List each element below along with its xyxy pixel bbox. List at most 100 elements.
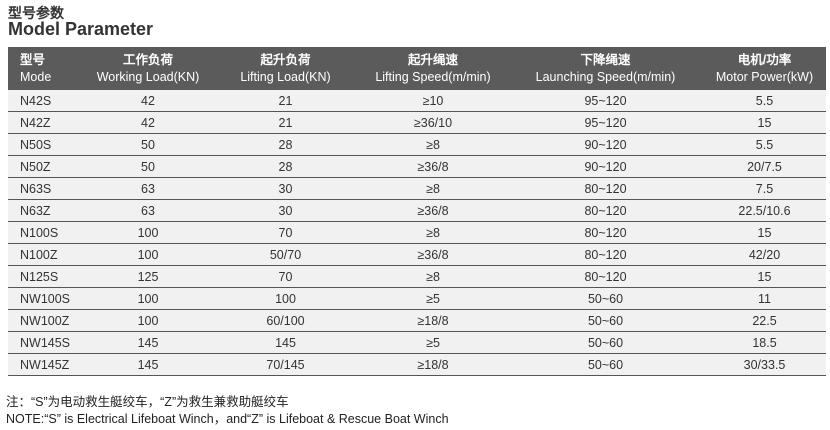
table-cell: 22.5/10.6 <box>703 199 826 222</box>
table-cell: NW145Z <box>8 353 83 376</box>
table-cell: 22.5 <box>703 309 826 332</box>
header-en: Mode <box>20 69 52 84</box>
table-cell: 21 <box>213 90 358 112</box>
table-cell: 11 <box>703 287 826 310</box>
table-cell: 70 <box>213 221 358 244</box>
table-cell: 50/70 <box>213 243 358 266</box>
table-cell: N50Z <box>8 155 83 178</box>
table-cell: NW145S <box>8 331 83 354</box>
table-cell: 100 <box>83 243 213 266</box>
column-header: 起升绳速 Lifting Speed(m/min) <box>358 47 508 90</box>
table-cell: 95~120 <box>508 111 703 134</box>
table-cell: 7.5 <box>703 177 826 200</box>
table-cell: 80~120 <box>508 221 703 244</box>
table-row: N63Z 63 30 ≥36/8 80~120 22.5/10.6 <box>8 199 826 222</box>
table-cell: 30 <box>213 199 358 222</box>
table-cell: 95~120 <box>508 90 703 112</box>
table-cell: ≥10 <box>358 90 508 112</box>
table-cell: 100 <box>83 309 213 332</box>
table-cell: 15 <box>703 221 826 244</box>
table-row: N50S 50 28 ≥8 90~120 5.5 <box>8 133 826 156</box>
table-row: NW100S 100 100 ≥5 50~60 11 <box>8 287 826 310</box>
table-cell: ≥5 <box>358 331 508 354</box>
header-zh: 下降绳速 <box>580 52 631 67</box>
table-cell: 15 <box>703 111 826 134</box>
table-cell: 50~60 <box>508 353 703 376</box>
table-cell: ≥36/8 <box>358 243 508 266</box>
table-cell: 28 <box>213 155 358 178</box>
header-zh: 起升绳速 <box>407 52 458 67</box>
note-zh: 注：“S”为电动救生艇绞车，“Z”为救生兼救助艇绞车 <box>6 395 289 409</box>
table-cell: 90~120 <box>508 155 703 178</box>
table-cell: 5.5 <box>703 90 826 112</box>
table-row: N125S 125 70 ≥8 80~120 15 <box>8 265 826 288</box>
table-cell: 42 <box>83 90 213 112</box>
table-row: N42Z 42 21 ≥36/10 95~120 15 <box>8 111 826 134</box>
table-cell: 145 <box>83 353 213 376</box>
table-cell: 125 <box>83 265 213 288</box>
table-cell: ≥18/8 <box>358 353 508 376</box>
table-cell: N125S <box>8 265 83 288</box>
note-en: NOTE:“S” is Electrical Lifeboat Winch，an… <box>6 412 449 426</box>
header-en: Launching Speed(m/min) <box>535 69 676 84</box>
table-cell: N50S <box>8 133 83 156</box>
table-cell: 50 <box>83 133 213 156</box>
table-cell: 80~120 <box>508 265 703 288</box>
table-cell: 18.5 <box>703 331 826 354</box>
table-cell: ≥8 <box>358 221 508 244</box>
table-cell: ≥5 <box>358 287 508 310</box>
table-cell: 63 <box>83 199 213 222</box>
table-cell: 100 <box>213 287 358 310</box>
header-en: Lifting Speed(m/min) <box>375 69 491 84</box>
table-cell: N42S <box>8 90 83 112</box>
column-header: 下降绳速 Launching Speed(m/min) <box>508 47 703 90</box>
table-cell: N63S <box>8 177 83 200</box>
column-header: 型号 Mode <box>8 47 83 90</box>
table-cell: ≥18/8 <box>358 309 508 332</box>
header-en: Motor Power(kW) <box>715 69 814 84</box>
table-cell: 20/7.5 <box>703 155 826 178</box>
table-cell: 70 <box>213 265 358 288</box>
table-cell: 90~120 <box>508 133 703 156</box>
header-zh: 起升负荷 <box>260 52 311 67</box>
table-cell: 70/145 <box>213 353 358 376</box>
table-cell: N100S <box>8 221 83 244</box>
table-cell: 15 <box>703 265 826 288</box>
table-cell: 80~120 <box>508 177 703 200</box>
table-cell: 100 <box>83 221 213 244</box>
table-cell: ≥36/8 <box>358 155 508 178</box>
title-zh: 型号参数 <box>8 5 64 21</box>
table-cell: N100Z <box>8 243 83 266</box>
table-cell: 63 <box>83 177 213 200</box>
table-cell: 80~120 <box>508 243 703 266</box>
table-row: N63S 63 30 ≥8 80~120 7.5 <box>8 177 826 200</box>
table-row: NW145S 145 145 ≥5 50~60 18.5 <box>8 331 826 354</box>
table-cell: ≥8 <box>358 265 508 288</box>
table-cell: 145 <box>213 331 358 354</box>
table-cell: ≥8 <box>358 177 508 200</box>
header-zh: 工作负荷 <box>122 52 173 67</box>
table-cell: ≥36/10 <box>358 111 508 134</box>
table-cell: 42 <box>83 111 213 134</box>
header-zh: 电机/功率 <box>737 52 792 67</box>
header-row: 型号 Mode 工作负荷 Working Load(KN) 起升负荷 Lifting Lo… <box>8 47 826 90</box>
table-cell: 28 <box>213 133 358 156</box>
title-en: Model Parameter <box>8 19 154 39</box>
table-cell: 50~60 <box>508 331 703 354</box>
table-cell: 60/100 <box>213 309 358 332</box>
table-cell: N63Z <box>8 199 83 222</box>
table-row: NW100Z 100 60/100 ≥18/8 50~60 22.5 <box>8 309 826 332</box>
table-row: N100Z 100 50/70 ≥36/8 80~120 42/20 <box>8 243 826 266</box>
header-en: Working Load(KN) <box>96 69 200 84</box>
table-cell: 80~120 <box>508 199 703 222</box>
table-row: N42S 42 21 ≥10 95~120 5.5 <box>8 90 826 112</box>
table-cell: 50~60 <box>508 309 703 332</box>
column-header: 工作负荷 Working Load(KN) <box>83 47 213 90</box>
column-header: 起升负荷 Lifting Load(KN) <box>213 47 358 90</box>
table-row: N50Z 50 28 ≥36/8 90~120 20/7.5 <box>8 155 826 178</box>
table-row: NW145Z 145 70/145 ≥18/8 50~60 30/33.5 <box>8 353 826 376</box>
model-parameter-table: 型号 Mode 工作负荷 Working Load(KN) 起升负荷 Lifting Lo… <box>8 47 826 376</box>
table-cell: N42Z <box>8 111 83 134</box>
table-cell: 145 <box>83 331 213 354</box>
column-header: 电机/功率 Motor Power(kW) <box>703 47 826 90</box>
